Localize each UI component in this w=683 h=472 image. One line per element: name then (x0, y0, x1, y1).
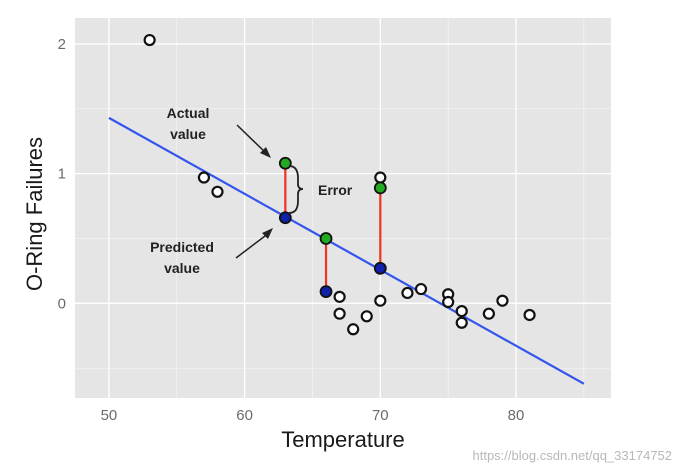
actual-point (319, 232, 333, 245)
x-tick-label: 60 (236, 407, 253, 424)
actual-point (373, 181, 387, 195)
data-point (414, 282, 428, 296)
grid-lines (75, 18, 611, 398)
error-brace (288, 165, 304, 214)
predicted-arrow (235, 232, 270, 259)
watermark: https://blog.csdn.net/qq_33174752 (473, 448, 673, 463)
data-point (455, 316, 468, 329)
y-tick-label: 0 (58, 295, 66, 312)
regression-line (108, 116, 585, 385)
data-point (333, 290, 346, 303)
y-axis-title: O-Ring Failures (22, 137, 47, 291)
error-segments (284, 163, 382, 292)
actual-arrow (236, 124, 268, 155)
error-label: Error (318, 182, 353, 198)
predicted-point (373, 261, 387, 275)
x-tick-label: 80 (508, 407, 525, 424)
error-annotation: Error (288, 165, 353, 214)
data-points (143, 33, 536, 336)
data-point (333, 307, 346, 320)
predicted-label-line2: value (164, 260, 200, 276)
data-point (455, 305, 468, 318)
predicted-arrowhead (262, 228, 273, 239)
predicted-point (319, 285, 333, 299)
actual-label-line2: value (170, 126, 206, 142)
data-point (374, 171, 387, 184)
x-tick-label: 70 (372, 407, 389, 424)
actual-label-line1: Actual (167, 105, 210, 121)
data-point (347, 323, 360, 336)
data-point (401, 286, 414, 300)
predicted-label-line1: Predicted (150, 239, 214, 255)
predicted-value-annotation: Predicted value (150, 228, 273, 276)
data-point (496, 294, 509, 307)
predicted-point (278, 211, 292, 225)
data-point (523, 308, 536, 322)
data-point (211, 185, 224, 198)
data-point (360, 310, 373, 323)
y-tick-label: 2 (58, 36, 66, 53)
data-point (482, 307, 495, 320)
tick-labels: 50 60 70 80 0 1 2 (58, 36, 525, 424)
y-tick-label: 1 (58, 166, 66, 183)
actual-point (278, 156, 292, 170)
plot-panel (75, 18, 611, 398)
regression-line-group (108, 116, 585, 385)
data-point (442, 295, 455, 309)
x-axis-title: Temperature (281, 427, 405, 452)
data-point (374, 294, 387, 307)
x-tick-label: 50 (101, 407, 118, 424)
data-point (143, 33, 156, 47)
data-point (197, 171, 211, 184)
actual-arrowhead (260, 147, 271, 158)
actual-value-annotation: Actual value (167, 105, 271, 158)
